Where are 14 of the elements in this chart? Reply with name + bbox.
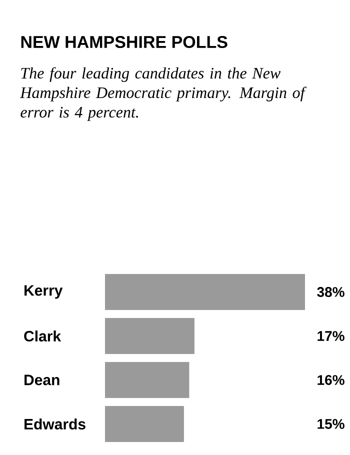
data-label: 16% (318, 375, 344, 385)
y-tick-label: Kerry (24, 285, 63, 299)
y-tick-label: Dean (24, 374, 60, 386)
y-tick-label: Clark (24, 330, 62, 342)
bar (105, 318, 194, 354)
data-label: 17% (318, 331, 344, 341)
bar (105, 274, 305, 310)
bar (105, 406, 184, 442)
data-label: 15% (318, 419, 344, 429)
data-label: 38% (317, 287, 344, 297)
y-tick-label: Edwards (24, 418, 86, 430)
chart-subtitle: The four leading candidates in the New Hampshire Democratic primary. Margin of error is 4 percent. (20, 67, 307, 121)
bar (105, 362, 190, 398)
chart-title: NEW HAMPSHIRE POLLS (21, 36, 228, 48)
